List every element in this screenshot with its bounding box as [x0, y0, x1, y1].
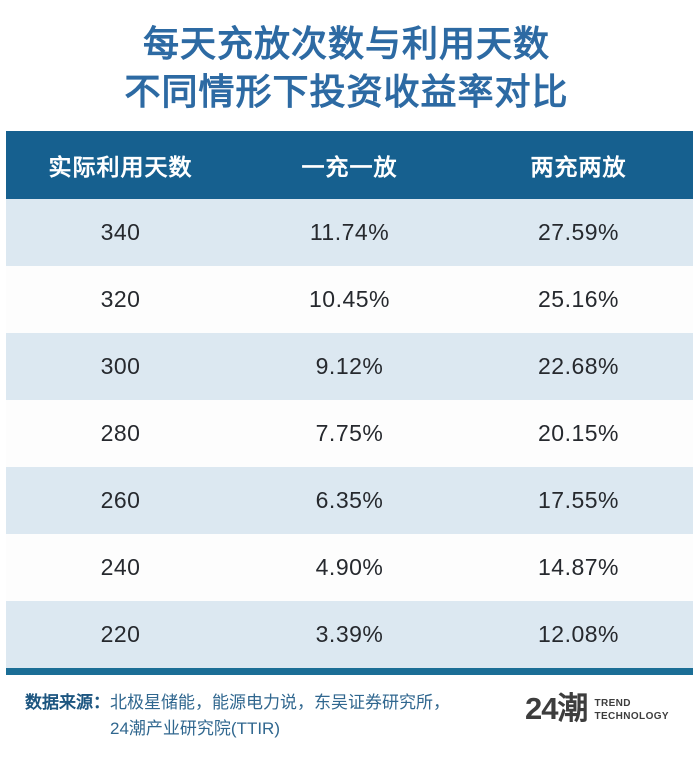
column-header-days: 实际利用天数 [48, 154, 193, 181]
days-cell: 300 [100, 353, 141, 380]
table-row: 340 11.74% 27.59% [6, 199, 693, 267]
table-header-row: 实际利用天数 一充一放 两充两放 [6, 131, 693, 200]
two-cycle-cell: 12.08% [537, 621, 619, 648]
column-header-two-cycles: 两充两放 [530, 154, 627, 181]
two-cycle-cell: 27.59% [537, 219, 619, 246]
table-row: 300 9.12% 22.68% [6, 333, 693, 401]
logo-sub-line-2: TECHNOLOGY [594, 711, 669, 723]
two-cycle-cell: 25.16% [537, 286, 619, 313]
table-row: 320 10.45% 25.16% [6, 266, 693, 334]
title-line-1: 每天充放次数与利用天数 [142, 23, 550, 64]
footer: 数据来源： 北极星储能，能源电力说，东吴证券研究所， 24潮产业研究院(TTIR… [0, 675, 693, 743]
one-cycle-cell: 11.74% [309, 219, 390, 246]
days-cell: 260 [100, 487, 141, 514]
table-row: 240 4.90% 14.87% [6, 534, 693, 602]
table-row: 260 6.35% 17.55% [6, 467, 693, 535]
source-line-2: 24潮产业研究院(TTIR) [110, 719, 280, 739]
column-header-one-cycle: 一充一放 [301, 154, 398, 181]
one-cycle-cell: 7.75% [315, 420, 384, 447]
page-title: 每天充放次数与利用天数 不同情形下投资收益率对比 [0, 0, 693, 115]
table-bottom-rule [6, 668, 693, 676]
source-line-1: 北极星储能，能源电力说，东吴证券研究所， [110, 693, 450, 713]
two-cycle-cell: 17.55% [537, 487, 619, 514]
days-cell: 240 [100, 554, 141, 581]
two-cycle-cell: 14.87% [537, 554, 619, 581]
one-cycle-cell: 3.39% [315, 621, 384, 648]
logo-wordmark: 24潮 [524, 691, 588, 727]
returns-table: 实际利用天数 一充一放 两充两放 340 11.74% 27.59% 320 1… [6, 131, 693, 676]
days-cell: 280 [100, 420, 141, 447]
source-label: 数据来源： [25, 693, 110, 713]
days-cell: 220 [100, 621, 141, 648]
logo-sub-line-1: TREND [594, 698, 631, 710]
table-row: 220 3.39% 12.08% [6, 601, 693, 669]
logo-subtitle: TREND TECHNOLOGY [594, 693, 669, 723]
days-cell: 320 [100, 286, 141, 313]
table-row: 280 7.75% 20.15% [6, 400, 693, 468]
two-cycle-cell: 22.68% [537, 353, 619, 380]
source-text: 北极星储能，能源电力说，东吴证券研究所， 24潮产业研究院(TTIR) [110, 690, 450, 743]
one-cycle-cell: 10.45% [308, 286, 390, 313]
one-cycle-cell: 9.12% [315, 353, 384, 380]
days-cell: 340 [100, 219, 141, 246]
brand-logo: 24潮 TREND TECHNOLOGY [525, 690, 669, 724]
one-cycle-cell: 4.90% [315, 554, 384, 581]
one-cycle-cell: 6.35% [315, 487, 384, 514]
data-source: 数据来源： 北极星储能，能源电力说，东吴证券研究所， 24潮产业研究院(TTIR… [25, 690, 450, 743]
two-cycle-cell: 20.15% [537, 420, 619, 447]
title-line-2: 不同情形下投资收益率对比 [124, 70, 569, 112]
